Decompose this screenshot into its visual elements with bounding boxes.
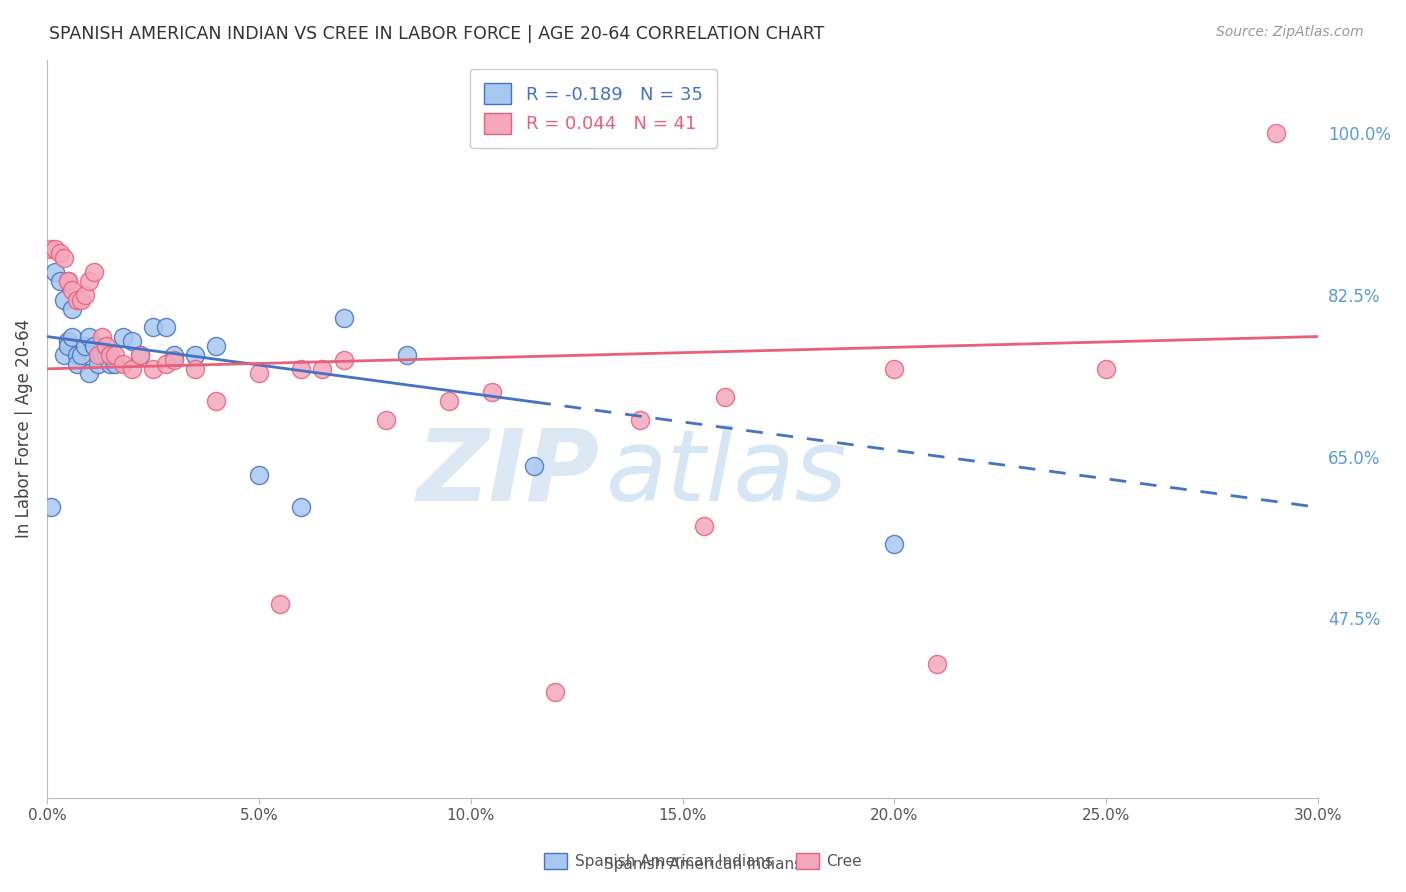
Point [60, 284, 83, 298]
Point [121, 361, 143, 376]
Point [184, 348, 207, 362]
Text: Source: ZipAtlas.com: Source: ZipAtlas.com [1216, 25, 1364, 39]
Point [56, 339, 79, 353]
Point [142, 320, 165, 334]
Point [77, 367, 100, 381]
Point [60, 301, 83, 316]
Point [52, 293, 75, 307]
Point [100, 357, 122, 371]
Point [184, 361, 207, 376]
Point [52, 251, 75, 265]
Point [883, 361, 905, 376]
Point [121, 334, 143, 348]
Point [56, 274, 79, 288]
Point [205, 394, 228, 409]
Point [44, 265, 66, 279]
Point [91, 348, 114, 362]
Point [39, 242, 62, 256]
Point [247, 467, 270, 482]
Point [290, 500, 312, 515]
Point [311, 361, 333, 376]
Point [52, 348, 75, 362]
Point [439, 394, 461, 409]
Text: ZIP: ZIP [418, 425, 600, 522]
Point [163, 352, 186, 367]
Point [163, 348, 186, 362]
Point [56, 334, 79, 348]
Point [112, 357, 135, 371]
Point [129, 348, 152, 362]
Point [155, 320, 177, 334]
Point [290, 361, 312, 376]
Point [48, 274, 70, 288]
Legend: R = -0.189   N = 35, R = 0.044   N = 41: R = -0.189 N = 35, R = 0.044 N = 41 [470, 69, 717, 148]
Point [693, 518, 716, 533]
Point [83, 265, 105, 279]
Point [48, 246, 70, 260]
Text: Spanish American Indians: Spanish American Indians [605, 857, 801, 872]
Point [69, 348, 91, 362]
Point [100, 348, 122, 362]
Point [77, 274, 100, 288]
Point [65, 348, 87, 362]
Point [628, 412, 651, 426]
Point [155, 357, 177, 371]
Point [205, 339, 228, 353]
Point [87, 348, 110, 362]
Point [65, 293, 87, 307]
Point [544, 685, 567, 699]
Point [104, 348, 127, 362]
Point [44, 242, 66, 256]
Y-axis label: In Labor Force | Age 20-64: In Labor Force | Age 20-64 [15, 319, 32, 539]
Point [1264, 127, 1286, 141]
Text: atlas: atlas [606, 425, 848, 522]
Legend: Spanish American Indians, Cree: Spanish American Indians, Cree [538, 847, 868, 875]
Point [883, 537, 905, 551]
Point [396, 348, 419, 362]
Point [523, 458, 546, 473]
Point [1095, 361, 1118, 376]
Point [112, 329, 135, 343]
Point [96, 348, 118, 362]
Point [269, 597, 291, 611]
Point [481, 384, 503, 399]
Point [374, 412, 396, 426]
Point [91, 329, 114, 343]
Point [77, 329, 100, 343]
Point [69, 293, 91, 307]
Point [96, 339, 118, 353]
Point [73, 288, 96, 302]
Point [65, 357, 87, 371]
Point [60, 329, 83, 343]
Text: SPANISH AMERICAN INDIAN VS CREE IN LABOR FORCE | AGE 20-64 CORRELATION CHART: SPANISH AMERICAN INDIAN VS CREE IN LABOR… [49, 25, 824, 43]
Point [129, 348, 152, 362]
Point [104, 357, 127, 371]
Point [332, 311, 354, 326]
Point [247, 367, 270, 381]
Point [73, 339, 96, 353]
Point [714, 390, 737, 404]
Point [142, 361, 165, 376]
Point [332, 352, 354, 367]
Point [56, 274, 79, 288]
Point [83, 339, 105, 353]
Point [925, 657, 948, 672]
Point [39, 500, 62, 515]
Point [87, 357, 110, 371]
